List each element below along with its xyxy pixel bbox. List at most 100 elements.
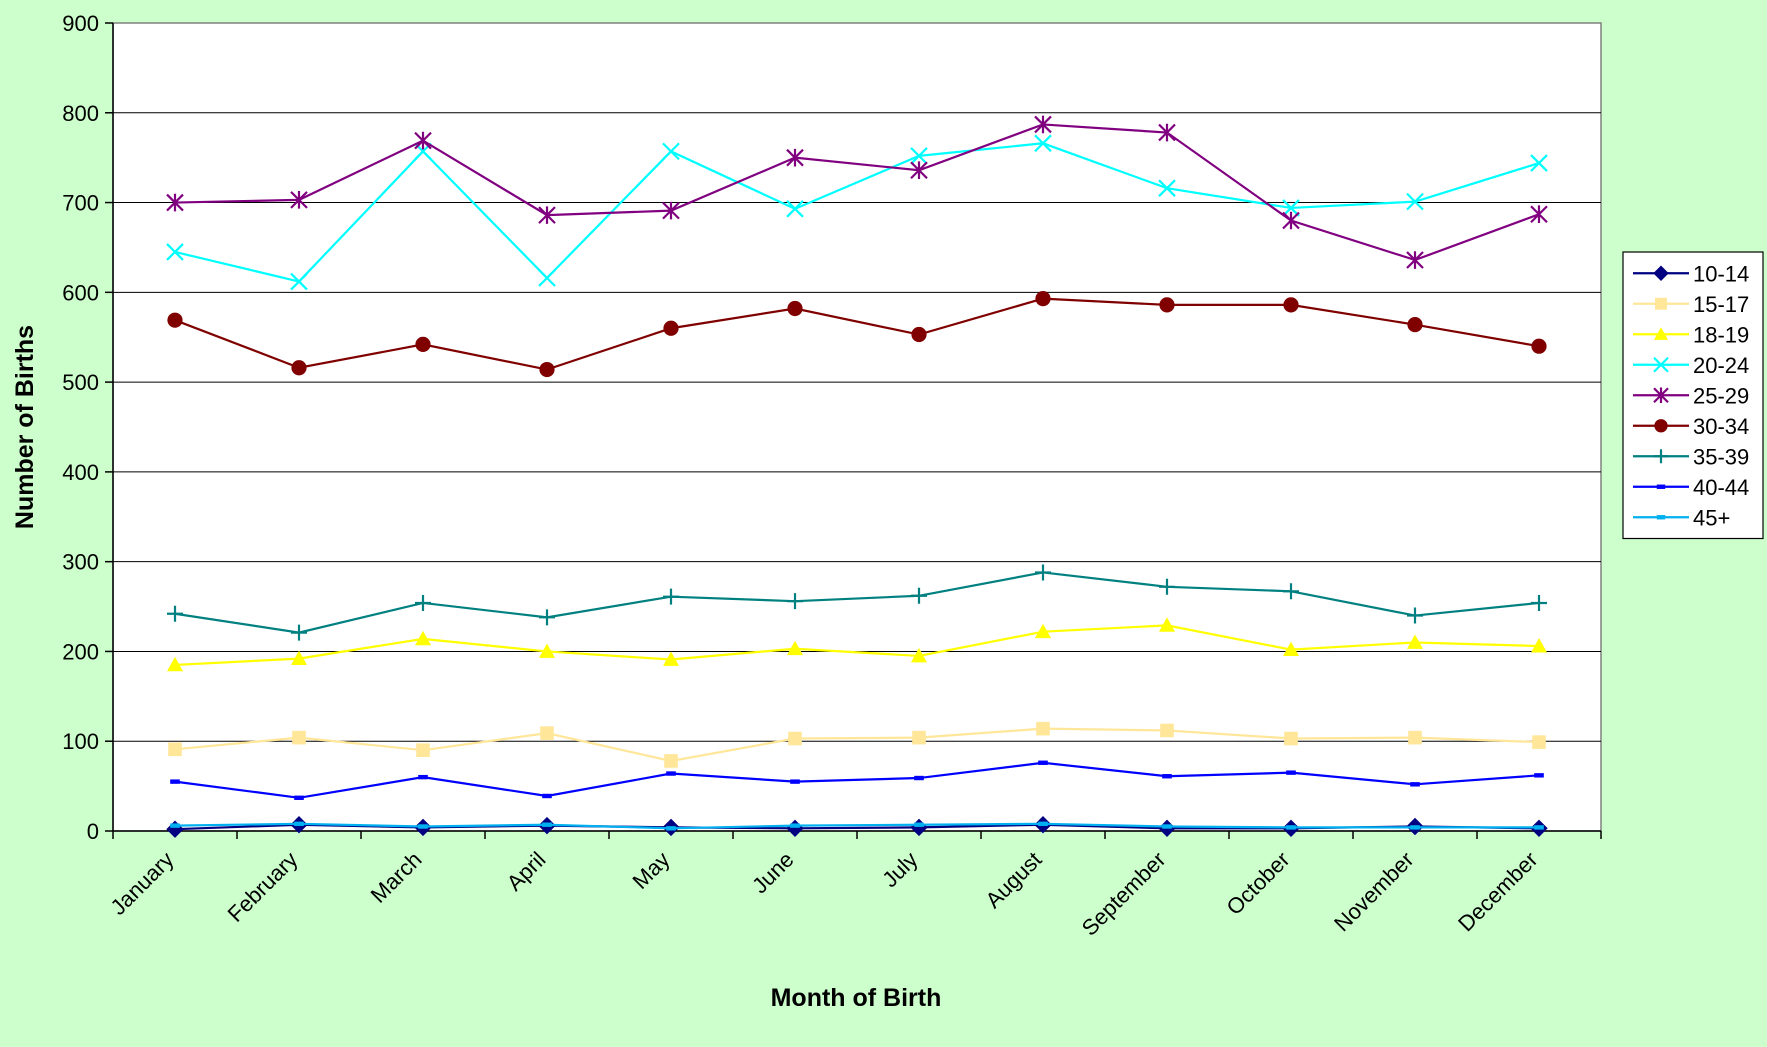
data-point-40-44 [1534, 773, 1544, 778]
y-tick-label: 600 [62, 280, 99, 305]
data-point-25-29 [786, 148, 804, 167]
data-point-20-24 [1034, 134, 1052, 153]
data-point-18-19 [291, 650, 307, 666]
data-point-20-24 [538, 269, 556, 287]
data-point-45- [1286, 825, 1296, 830]
data-point-18-19 [415, 630, 431, 646]
legend-marker-30-34 [1654, 419, 1668, 433]
legend-item-15-17: 15-17 [1633, 292, 1749, 317]
y-tick-label: 0 [87, 819, 99, 844]
data-point-20-24 [1406, 192, 1424, 211]
data-point-18-19 [1407, 634, 1423, 649]
legend-label-35-39: 35-39 [1693, 444, 1749, 469]
data-point-35-39 [1531, 594, 1547, 611]
data-point-40-44 [1410, 782, 1420, 787]
data-point-45- [1038, 821, 1048, 827]
series-30-34 [167, 291, 1547, 378]
data-point-15-17 [1284, 731, 1298, 746]
data-point-35-39 [1283, 583, 1299, 600]
series-25-29 [166, 115, 1548, 269]
data-point-18-19 [1035, 623, 1051, 639]
data-point-25-29 [1158, 123, 1176, 142]
data-point-45- [1410, 825, 1420, 830]
series-45- [170, 821, 1544, 831]
data-point-35-39 [539, 609, 555, 626]
legend-marker-25-29 [1653, 387, 1669, 404]
series-line-35-39 [174, 571, 1540, 634]
data-point-20-24 [1282, 199, 1300, 217]
series-line-30-34 [174, 297, 1540, 371]
x-axis-label: Month of Birth [771, 984, 942, 1012]
data-point-45- [542, 822, 552, 827]
data-point-45- [914, 822, 924, 827]
data-point-25-29 [166, 193, 184, 212]
data-point-40-44 [666, 771, 676, 776]
series-line-40-44 [174, 761, 1540, 799]
data-point-30-34 [1159, 297, 1175, 313]
data-point-40-44 [1038, 760, 1048, 765]
data-point-15-17 [664, 754, 678, 768]
y-tick-label: 300 [62, 550, 99, 575]
data-point-45- [790, 823, 800, 828]
legend-label-30-34: 30-34 [1693, 414, 1749, 439]
data-point-30-34 [663, 320, 679, 336]
data-point-35-39 [1407, 607, 1423, 624]
data-point-20-24 [786, 200, 804, 218]
legend-item-45-: 45+ [1633, 505, 1730, 530]
data-point-35-39 [167, 605, 183, 622]
legend-label-45-: 45+ [1693, 505, 1730, 530]
data-point-25-29 [1406, 251, 1424, 269]
data-point-40-44 [1162, 774, 1172, 779]
data-point-20-24 [1530, 154, 1548, 172]
legend-item-18-19: 18-19 [1633, 322, 1749, 347]
data-point-15-17 [788, 731, 802, 746]
data-point-25-29 [1034, 115, 1052, 134]
data-point-25-29 [1530, 205, 1548, 224]
y-tick-label: 800 [62, 101, 99, 126]
data-point-25-29 [290, 191, 308, 209]
series-20-24 [166, 134, 1548, 291]
data-point-40-44 [1286, 770, 1296, 775]
data-point-25-29 [538, 206, 556, 224]
data-point-30-34 [167, 312, 183, 328]
data-point-30-34 [1035, 291, 1051, 307]
legend-label-10-14: 10-14 [1693, 261, 1749, 286]
data-point-35-39 [1159, 578, 1175, 595]
data-point-35-39 [663, 588, 679, 605]
data-point-30-34 [911, 326, 927, 343]
data-point-20-24 [910, 147, 928, 165]
legend-item-35-39: 35-39 [1633, 444, 1749, 469]
data-point-40-44 [542, 793, 552, 799]
data-point-18-19 [1159, 617, 1175, 632]
data-point-18-19 [663, 651, 679, 666]
legend-label-40-44: 40-44 [1693, 475, 1749, 500]
data-point-35-39 [1035, 564, 1051, 581]
legend-item-25-29: 25-29 [1633, 383, 1749, 408]
data-point-45- [1534, 825, 1544, 830]
data-point-30-34 [1407, 317, 1423, 333]
data-point-45- [666, 826, 676, 831]
data-point-18-19 [167, 656, 183, 672]
legend-label-25-29: 25-29 [1693, 383, 1749, 408]
data-point-25-29 [662, 201, 680, 220]
data-point-30-34 [415, 336, 431, 353]
series-15-17 [168, 721, 1546, 768]
data-point-30-34 [787, 300, 803, 317]
series-layer [166, 115, 1548, 838]
data-point-18-19 [539, 643, 555, 658]
data-point-15-17 [540, 726, 554, 740]
legend-marker-40-44 [1656, 484, 1666, 489]
data-point-30-34 [1531, 338, 1547, 354]
y-axis-label: Number of Births [11, 325, 39, 529]
y-tick-label: 900 [62, 11, 99, 36]
data-point-15-17 [1036, 721, 1050, 736]
data-point-18-19 [1283, 641, 1299, 657]
data-point-40-44 [790, 779, 800, 784]
data-point-15-17 [292, 730, 306, 745]
data-point-15-17 [416, 743, 430, 757]
legend-label-20-24: 20-24 [1693, 353, 1749, 378]
y-tick-label: 200 [62, 639, 99, 664]
data-point-30-34 [1283, 297, 1299, 313]
y-tick-label: 400 [62, 460, 99, 485]
